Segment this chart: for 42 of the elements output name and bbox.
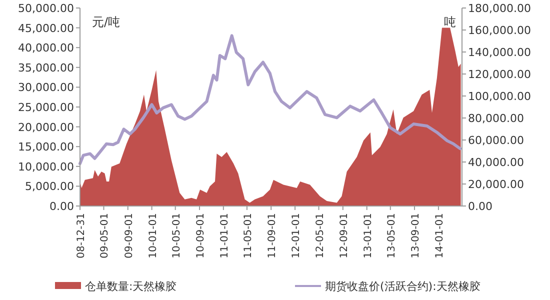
y2-tick-label: 40,000.00 (468, 156, 524, 169)
x-tick-label: 11-09-01 (267, 213, 278, 258)
y-tick-label: 30,000.00 (18, 81, 74, 94)
x-tick-label: 13-09-01 (410, 213, 422, 258)
x-tick-label: 14-01-01 (434, 213, 446, 258)
legend-label: 仓单数量:天然橡胶 (85, 280, 177, 293)
x-tick-label: 12-05-01 (314, 213, 326, 258)
y2-axis-title: 吨 (444, 15, 456, 29)
x-tick-label: 11-01-01 (219, 213, 230, 258)
y-tick-label: 25,000.00 (18, 101, 74, 114)
y2-tick-label: 160,000.00 (468, 24, 531, 37)
x-tick-label: 13-01-01 (362, 213, 374, 258)
x-tick-label: 12-09-01 (338, 213, 350, 258)
y-tick-label: 0.00 (50, 200, 74, 213)
y2-tick-label: 140,000.00 (468, 46, 531, 59)
y2-tick-label: 120,000.00 (468, 68, 531, 81)
x-tick-label: 08-12-31 (76, 213, 87, 258)
y-tick-label: 50,000.00 (18, 2, 74, 15)
legend-label: 期货收盘价(活跃合约):天然橡胶 (325, 280, 480, 293)
x-tick-label: 09-05-01 (100, 213, 111, 258)
y2-tick-label: 0.00 (468, 200, 492, 213)
y-tick-label: 15,000.00 (18, 140, 74, 154)
x-tick-label: 12-01-01 (291, 213, 302, 258)
y-tick-label: 35,000.00 (18, 61, 74, 74)
x-tick-label: 10-01-01 (148, 213, 159, 258)
y-axis-title: 元/吨 (92, 15, 120, 29)
x-tick-label: 09-09-01 (124, 213, 135, 258)
line-series (78, 34, 462, 166)
y2-tick-label: 80,000.00 (468, 112, 524, 125)
y-tick-label: 10,000.00 (18, 160, 74, 174)
y2-tick-label: 20,000.00 (468, 178, 524, 191)
y-tick-label: 45,000.00 (18, 22, 74, 35)
y2-tick-label: 100,000.00 (468, 90, 531, 103)
y-tick-label: 20,000.00 (18, 120, 74, 134)
x-tick-label: 11-05-01 (242, 213, 254, 258)
x-tick-label: 13-05-01 (386, 213, 398, 258)
y-tick-label: 5,000.00 (25, 180, 74, 194)
y2-tick-label: 60,000.00 (468, 134, 524, 147)
x-tick-label: 10-09-01 (195, 213, 206, 258)
y-tick-label: 40,000.00 (18, 42, 74, 55)
x-tick-label: 10-05-01 (171, 213, 182, 258)
y2-tick-label: 180,000.00 (468, 2, 531, 15)
